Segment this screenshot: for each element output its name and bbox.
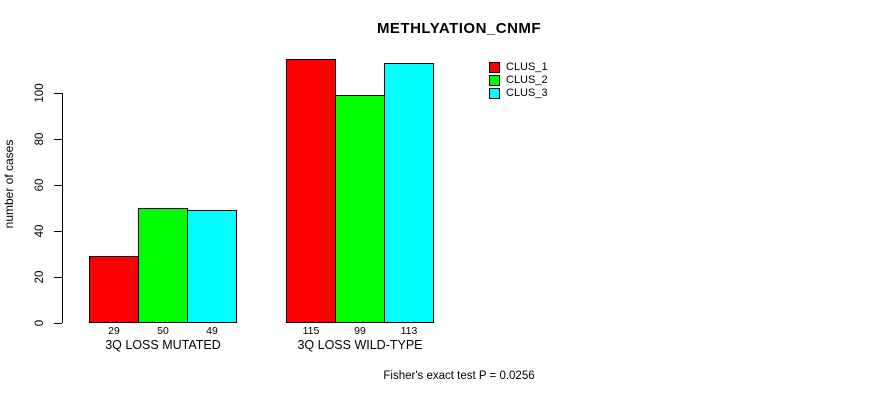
y-tick-mark [54, 185, 62, 186]
bar-value-label: 49 [206, 325, 218, 337]
bar-value-label: 29 [108, 325, 120, 337]
bar-value-label: 115 [302, 325, 320, 337]
legend-color-swatch [489, 75, 500, 87]
legend-item-label: CLUS_1 [506, 61, 548, 74]
y-tick-mark [54, 93, 62, 94]
y-tick-label: 80 [34, 132, 46, 146]
y-tick-mark [54, 277, 62, 278]
category-label: 3Q LOSS MUTATED [105, 338, 221, 352]
legend-color-swatch [489, 62, 500, 74]
legend-item: CLUS_2 [489, 74, 548, 87]
y-tick-mark [54, 231, 62, 232]
legend-item: CLUS_3 [489, 87, 548, 100]
pvalue-annotation: Fisher's exact test P = 0.0256 [383, 370, 535, 382]
y-tick-label: 100 [34, 83, 46, 103]
category-label: 3Q LOSS WILD-TYPE [297, 338, 423, 352]
y-tick-mark [54, 323, 62, 324]
legend-item-label: CLUS_2 [506, 74, 548, 87]
bar-value-label: 99 [354, 325, 366, 337]
legend-item-label: CLUS_3 [506, 87, 548, 100]
legend-color-swatch [489, 88, 500, 100]
chart-title: METHLYATION_CNMF [376, 20, 542, 37]
bar-clus_2-group1 [138, 208, 188, 324]
y-tick-label: 20 [34, 270, 46, 284]
y-tick-label: 0 [34, 319, 46, 327]
bar-value-label: 50 [157, 325, 169, 337]
bar-clus_3-group1 [187, 210, 237, 323]
y-tick-mark [54, 139, 62, 140]
bar-clus_3-group2 [384, 63, 434, 323]
bar-clus_2-group2 [335, 95, 385, 323]
bar-clus_1-group2 [286, 58, 336, 323]
legend: CLUS_1 CLUS_2 CLUS_3 [489, 61, 548, 101]
y-tick-label: 60 [34, 178, 46, 192]
legend-item: CLUS_1 [489, 61, 548, 74]
y-tick-label: 40 [34, 224, 46, 238]
bar-clus_1-group1 [89, 256, 139, 323]
y-axis-line [62, 93, 63, 323]
bar-value-label: 113 [400, 325, 418, 337]
